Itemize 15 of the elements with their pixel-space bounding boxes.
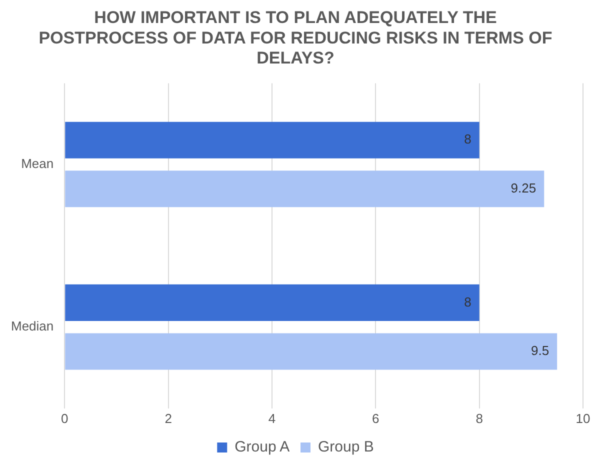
x-tick-label: 0	[61, 410, 68, 426]
chart-title: HOW IMPORTANT IS TO PLAN ADEQUATELY THE POSTPROCESS OF DATA FOR REDUCING RISKS IN TERMS OF DELAYS?	[38, 8, 552, 68]
x-tick-label: 8	[476, 410, 483, 426]
y-tick-label: Median	[10, 318, 54, 334]
x-tick-label: 6	[372, 410, 380, 426]
legend-label: Group B	[318, 438, 374, 456]
x-tick-label: 10	[576, 410, 590, 426]
data-label: 8	[464, 132, 472, 147]
y-tick-label: Mean	[21, 156, 54, 172]
data-label: 9.5	[531, 343, 550, 358]
x-tick-label: 2	[164, 410, 172, 426]
x-tick-label: 4	[268, 410, 276, 426]
data-label: 8	[464, 294, 472, 310]
data-label: 9.25	[510, 180, 536, 196]
legend-label: Group A	[234, 438, 290, 456]
